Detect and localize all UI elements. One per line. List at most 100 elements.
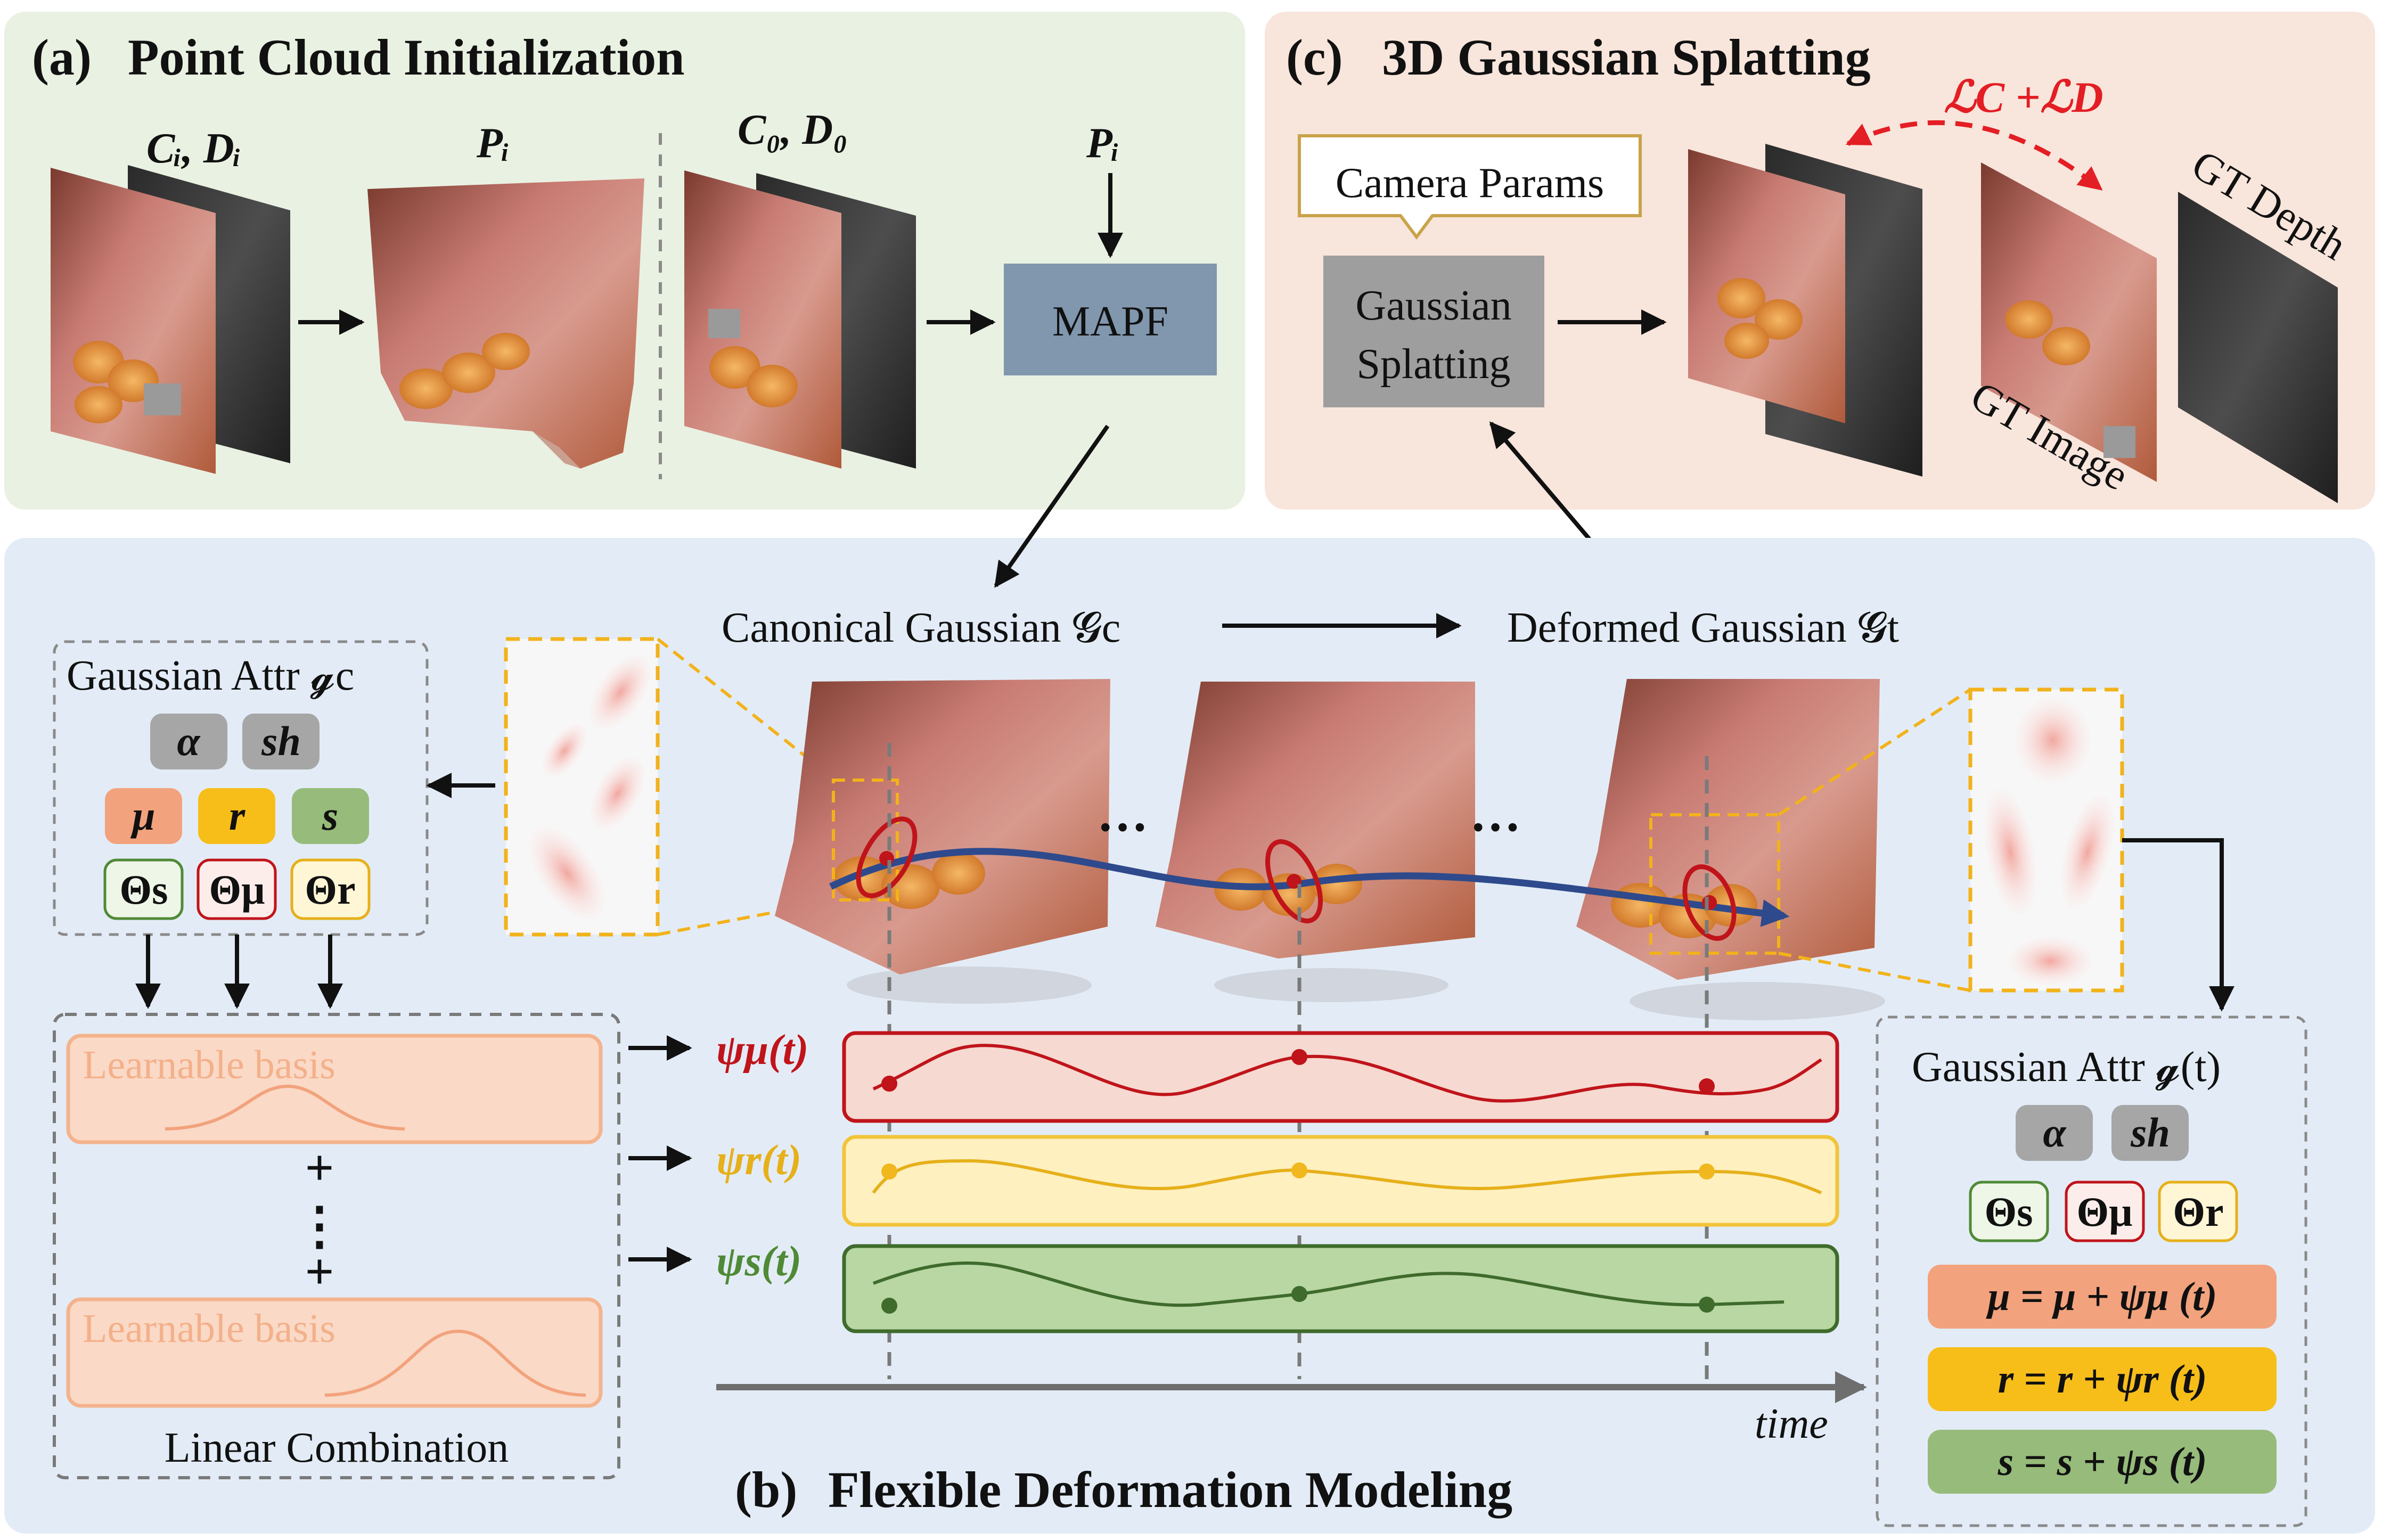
psi-mu-lane bbox=[842, 1031, 1839, 1123]
gaussian-blob bbox=[2061, 795, 2114, 909]
zoom-connector bbox=[1778, 688, 1971, 816]
psi-r-sample-3 bbox=[1699, 1164, 1715, 1179]
eq-mu-box bbox=[1928, 1265, 2277, 1329]
input-color-frame bbox=[51, 168, 216, 474]
tracked-gaussian-1 bbox=[856, 816, 918, 898]
input-label: Cᵢ, Dᵢ bbox=[146, 125, 241, 172]
basis-card-2 bbox=[66, 1297, 603, 1408]
gaussian-blob bbox=[1984, 789, 2036, 915]
basis-1-curve bbox=[165, 1084, 405, 1131]
tracked-gaussian-3 bbox=[1682, 864, 1737, 941]
panel-b-tag: (b) bbox=[735, 1461, 797, 1518]
chip-right-alpha-label: α bbox=[2043, 1109, 2067, 1156]
gaussian-blob bbox=[590, 655, 651, 730]
basis-box bbox=[53, 1013, 620, 1479]
panel-a-tag: (a) bbox=[32, 29, 92, 86]
chip-left-alpha bbox=[150, 714, 227, 769]
chip-right-theta-s-label: Θs bbox=[1984, 1189, 2033, 1235]
tracked-gaussian-2 bbox=[1265, 839, 1323, 923]
rendered-color-frame bbox=[1688, 149, 1845, 423]
chip-right-sh-label: sh bbox=[2130, 1109, 2170, 1156]
chip-left-theta-s bbox=[103, 858, 184, 920]
canonical-color-frame bbox=[684, 170, 841, 469]
chip-left-theta-mu-label: Θμ bbox=[209, 866, 265, 913]
psi-s-sample-2 bbox=[1291, 1286, 1307, 1302]
gaussian-blob bbox=[2016, 698, 2090, 783]
zoom-connector bbox=[1778, 952, 1971, 992]
panel-c-title: 3D Gaussian Splatting bbox=[1382, 29, 1871, 86]
splatting-block bbox=[1323, 256, 1544, 407]
canonical-input-label: C₀, D₀ bbox=[738, 107, 848, 153]
attr-right-box bbox=[1876, 1015, 2307, 1527]
basis-2-curve bbox=[324, 1329, 586, 1397]
eq-mu: μ = μ + ψμ (t) bbox=[1986, 1274, 2217, 1319]
psi-r-sample-1 bbox=[881, 1164, 897, 1179]
tracked-center-1 bbox=[879, 851, 894, 866]
eq-s-box bbox=[1928, 1430, 2277, 1494]
panel-a-title: Point Cloud Initialization bbox=[128, 29, 685, 86]
chip-left-mu bbox=[105, 788, 182, 844]
chip-left-r bbox=[198, 788, 275, 844]
gaussian-blob bbox=[590, 757, 645, 830]
basis-2-label: Learnable basis bbox=[83, 1306, 335, 1351]
deformed-label: Deformed Gaussian 𝓖t bbox=[1507, 604, 1899, 651]
chip-left-mu-label: μ bbox=[130, 792, 155, 839]
psi-mu-label: ψμ(t) bbox=[716, 1027, 808, 1074]
gaussian-blob bbox=[529, 827, 605, 920]
psi-mu-curve bbox=[872, 1044, 1822, 1103]
pointcloud-label: Pᵢ bbox=[476, 120, 510, 167]
chip-left-s bbox=[292, 788, 369, 844]
plus-2: + bbox=[305, 1243, 334, 1300]
chip-left-s-label: s bbox=[322, 792, 338, 839]
eq-r: r = r + ψr (t) bbox=[1998, 1357, 2207, 1402]
arrow-mapf-to-canonical bbox=[994, 424, 1110, 588]
tracked-center-3 bbox=[1702, 895, 1717, 910]
arrow-zoom-to-attr-right bbox=[2122, 838, 2234, 1012]
ellipsis-1: … bbox=[1097, 785, 1148, 842]
chip-left-theta-s-label: Θs bbox=[119, 866, 168, 913]
gaussian-blob bbox=[542, 724, 587, 778]
chip-left-r-label: r bbox=[229, 792, 245, 839]
chip-right-theta-s bbox=[1969, 1181, 2049, 1242]
time-label: time bbox=[1755, 1400, 1828, 1447]
psi-r-curve bbox=[872, 1159, 1822, 1194]
chip-left-theta-r bbox=[290, 858, 371, 920]
chip-right-sh bbox=[2111, 1105, 2189, 1161]
attr-right-title: Gaussian Attr 𝓰(t) bbox=[1912, 1044, 2221, 1091]
mapf-block bbox=[1004, 264, 1217, 375]
gt-depth-frame bbox=[2178, 192, 2338, 503]
zoom-region-frame-1 bbox=[832, 779, 899, 902]
psi-mu-sample-2 bbox=[1291, 1049, 1307, 1065]
attr-left-title: Gaussian Attr 𝓰c bbox=[67, 652, 354, 699]
chip-right-theta-mu-label: Θμ bbox=[2077, 1189, 2133, 1235]
psi-r-label: ψr(t) bbox=[716, 1137, 801, 1184]
chip-left-sh-label: sh bbox=[261, 718, 301, 764]
point-cloud bbox=[367, 178, 644, 469]
chip-left-alpha-label: α bbox=[177, 718, 201, 764]
chip-right-theta-r-label: Θr bbox=[2173, 1189, 2223, 1235]
psi-mu-sample-3 bbox=[1699, 1078, 1715, 1094]
mapf-input-label: Pᵢ bbox=[1086, 120, 1119, 167]
loss-label: ℒC +ℒD bbox=[1944, 73, 2103, 121]
canonical-label: Canonical Gaussian 𝓖c bbox=[722, 604, 1120, 651]
psi-r-lane bbox=[842, 1135, 1839, 1227]
plus-1: + bbox=[305, 1139, 334, 1196]
chip-left-theta-r-label: Θr bbox=[305, 866, 355, 913]
gaussian-blob bbox=[2009, 937, 2092, 985]
gt-image-frame bbox=[1981, 162, 2157, 482]
eq-s: s = s + ψs (t) bbox=[1998, 1439, 2207, 1484]
attr-left-box bbox=[53, 640, 429, 936]
eq-r-box bbox=[1928, 1347, 2277, 1411]
splatting-label-line2: Splatting bbox=[1357, 341, 1511, 388]
camera-params-label: Camera Params bbox=[1336, 160, 1604, 207]
psi-s-label: ψs(t) bbox=[716, 1238, 801, 1285]
vdots: ⋮ bbox=[294, 1198, 345, 1255]
ellipsis-2: … bbox=[1470, 785, 1521, 842]
chip-left-theta-mu bbox=[197, 858, 277, 920]
panel-b-title: Flexible Deformation Modeling bbox=[828, 1461, 1512, 1518]
camera-params-callout bbox=[1298, 134, 1642, 240]
loss-arrow bbox=[1845, 120, 2103, 191]
psi-s-sample-1 bbox=[881, 1298, 897, 1314]
chip-right-alpha bbox=[2016, 1105, 2093, 1161]
